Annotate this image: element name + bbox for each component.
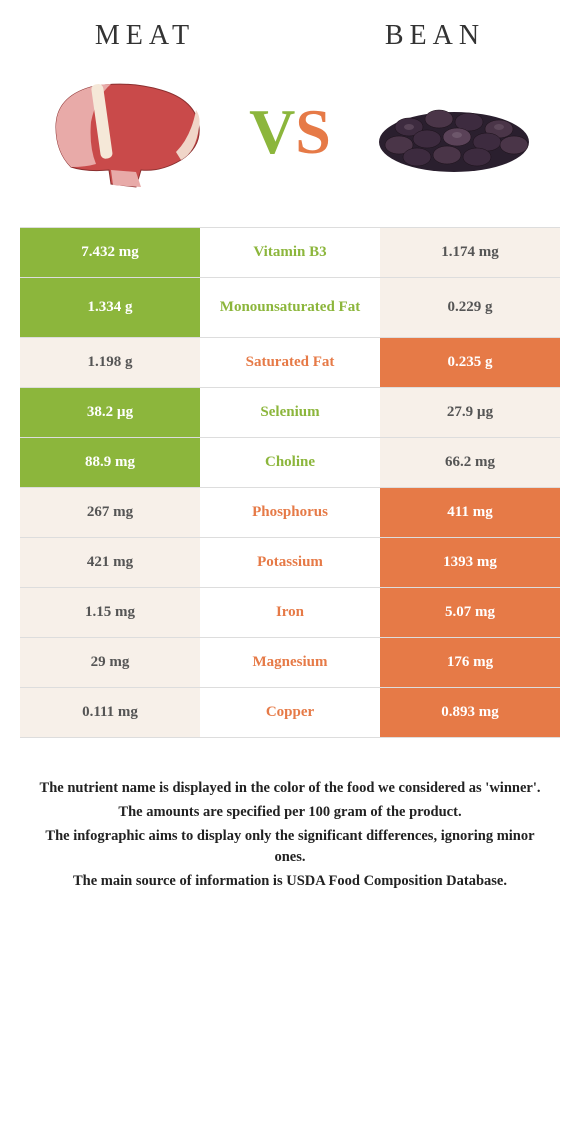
right-value: 0.893 mg <box>380 688 560 737</box>
right-value: 27.9 µg <box>380 388 560 437</box>
right-value: 1.174 mg <box>380 228 560 277</box>
vs-label: VS <box>249 95 331 169</box>
nutrient-name: Saturated Fat <box>200 338 380 387</box>
left-value: 1.15 mg <box>20 588 200 637</box>
comparison-table: 7.432 mgVitamin B31.174 mg1.334 gMonouns… <box>20 227 560 738</box>
left-value: 421 mg <box>20 538 200 587</box>
left-value: 1.334 g <box>20 278 200 337</box>
right-value: 0.235 g <box>380 338 560 387</box>
vs-v: V <box>249 96 295 167</box>
table-row: 38.2 µgSelenium27.9 µg <box>20 387 560 437</box>
footer-line: The infographic aims to display only the… <box>30 826 550 870</box>
meat-image <box>36 67 216 197</box>
left-value: 0.111 mg <box>20 688 200 737</box>
left-food-title: Meat <box>95 20 195 52</box>
right-value: 411 mg <box>380 488 560 537</box>
vs-row: VS <box>0 57 580 227</box>
left-value: 7.432 mg <box>20 228 200 277</box>
left-value: 29 mg <box>20 638 200 687</box>
header: Meat Bean <box>0 0 580 57</box>
table-row: 7.432 mgVitamin B31.174 mg <box>20 227 560 277</box>
footer-line: The main source of information is USDA F… <box>30 871 550 893</box>
right-value: 0.229 g <box>380 278 560 337</box>
nutrient-name: Phosphorus <box>200 488 380 537</box>
nutrient-name: Magnesium <box>200 638 380 687</box>
nutrient-name: Monounsaturated Fat <box>200 278 380 337</box>
table-row: 1.198 gSaturated Fat0.235 g <box>20 337 560 387</box>
footer-line: The amounts are specified per 100 gram o… <box>30 802 550 824</box>
right-value: 1393 mg <box>380 538 560 587</box>
table-row: 421 mgPotassium1393 mg <box>20 537 560 587</box>
table-row: 267 mgPhosphorus411 mg <box>20 487 560 537</box>
nutrient-name: Vitamin B3 <box>200 228 380 277</box>
nutrient-name: Copper <box>200 688 380 737</box>
left-value: 88.9 mg <box>20 438 200 487</box>
right-value: 5.07 mg <box>380 588 560 637</box>
nutrient-name: Selenium <box>200 388 380 437</box>
table-row: 29 mgMagnesium176 mg <box>20 637 560 687</box>
right-food-title: Bean <box>385 20 485 52</box>
bean-image <box>364 67 544 197</box>
nutrient-name: Iron <box>200 588 380 637</box>
right-value: 176 mg <box>380 638 560 687</box>
table-row: 1.15 mgIron5.07 mg <box>20 587 560 637</box>
footer-line: The nutrient name is displayed in the co… <box>30 778 550 800</box>
table-row: 1.334 gMonounsaturated Fat0.229 g <box>20 277 560 337</box>
nutrient-name: Choline <box>200 438 380 487</box>
left-value: 1.198 g <box>20 338 200 387</box>
table-row: 88.9 mgCholine66.2 mg <box>20 437 560 487</box>
left-value: 267 mg <box>20 488 200 537</box>
right-value: 66.2 mg <box>380 438 560 487</box>
table-row: 0.111 mgCopper0.893 mg <box>20 687 560 737</box>
footer-notes: The nutrient name is displayed in the co… <box>0 738 580 915</box>
vs-s: S <box>295 96 331 167</box>
left-value: 38.2 µg <box>20 388 200 437</box>
nutrient-name: Potassium <box>200 538 380 587</box>
